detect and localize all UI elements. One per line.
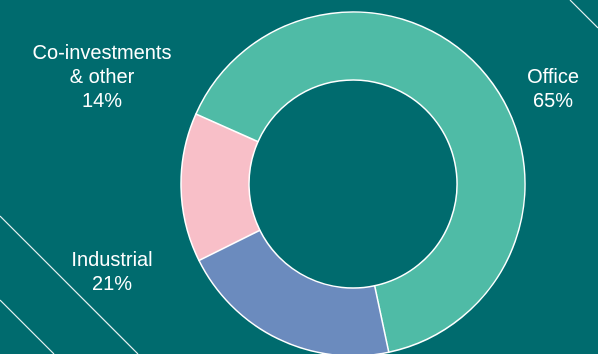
slice-label-office: Office 65% [527, 66, 579, 112]
slice-office [194, 11, 526, 354]
deco-line-left-2 [0, 299, 55, 354]
deco-line-left-1 [0, 215, 139, 354]
deco-line-top-right [569, 0, 598, 29]
donut-slices [180, 11, 526, 354]
slice-industrial [197, 229, 390, 354]
slice-co-investments-other [180, 113, 261, 262]
slice-label-industrial: Industrial 21% [71, 249, 153, 295]
slice-label-co-investments: Co-investments & other 14% [32, 42, 172, 112]
